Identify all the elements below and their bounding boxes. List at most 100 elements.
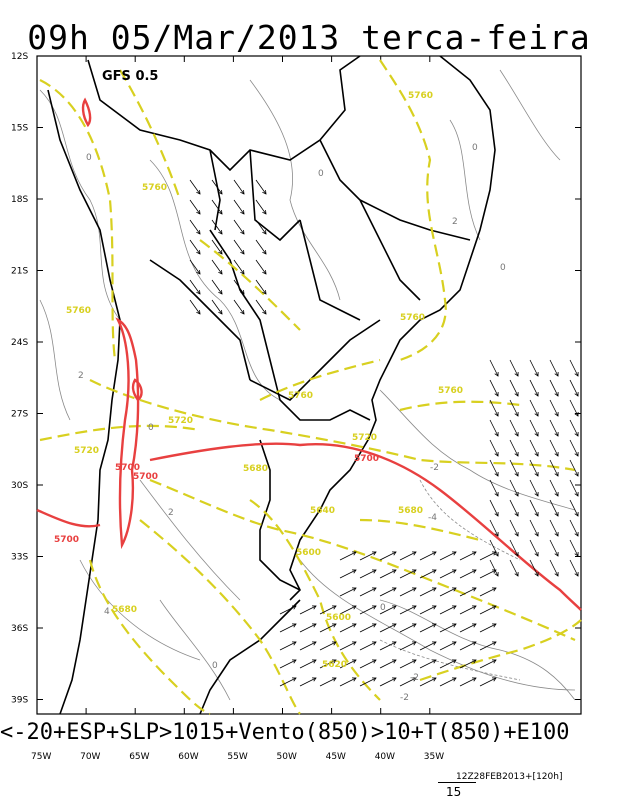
lon-tick-label: 50W [277,752,297,762]
wind-arrow [255,279,267,295]
wind-arrow [359,641,377,651]
contour-label: -2 [430,463,439,473]
wind-arrow [529,359,539,377]
wind-arrow [529,419,539,437]
wind-arrow [359,677,377,687]
lon-tick-label: 55W [227,752,247,762]
wind-arrow [529,499,539,517]
wind-arrow [549,479,559,497]
wind-arrow [479,605,497,615]
wind-arrow [359,605,377,615]
wind-arrow [279,641,297,651]
wind-arrow [439,551,457,561]
wind-arrow [549,419,559,437]
wind-arrow [479,659,497,669]
lat-tick-label: 12S [11,52,28,62]
wind-arrow [489,419,499,437]
wind-arrow [529,559,539,577]
wind-arrow [399,605,417,615]
wind-arrow [509,439,519,457]
lat-tick-label: 36S [11,624,28,634]
map-frame [36,55,582,715]
wind-arrow [379,551,397,561]
wind-arrow [399,569,417,579]
contour-label: 5760 [438,386,463,396]
red-contour-labels: 5700 5700 5700 5700 [54,454,379,545]
wind-arrow [419,677,437,687]
gray-contour-labels: 0 0 0 2 0 2 4 0 -2 -2 0 -4 0 -2 2 [78,143,506,703]
wind-arrow [339,587,357,597]
wind-arrow [479,641,497,651]
wind-arrow [479,569,497,579]
wind-arrow [569,479,579,497]
contour-label: -2 [400,693,409,703]
wind-arrow [489,359,499,377]
contour-label: 5720 [74,446,99,456]
wind-arrow [419,569,437,579]
contour-label: 5720 [168,416,193,426]
wind-arrow [569,359,579,377]
lat-tick-label: 18S [11,195,28,205]
contour-label: 5620 [322,660,347,670]
yellow-contours [39,59,582,716]
wind-arrow [459,659,477,669]
wind-arrow [569,559,579,577]
wind-arrow [319,659,337,669]
contour-label: 5700 [115,463,140,473]
wind-arrow [419,551,437,561]
wind-arrow [233,259,245,275]
scale-bar [438,782,476,783]
contour-label: 5700 [354,454,379,464]
wind-arrow [255,199,267,215]
wind-arrow [459,587,477,597]
wind-arrow [399,551,417,561]
lat-tick-label: 39S [11,696,28,706]
wind-arrow [399,641,417,651]
contour-label: 5640 [310,506,335,516]
wind-arrow [509,519,519,537]
wind-arrow [509,499,519,517]
contour-label: -2 [410,673,419,683]
contour-label: -4 [428,513,437,523]
contour-label: 5700 [54,535,79,545]
wind-arrow [299,677,317,687]
wind-arrow [379,623,397,633]
lat-tick-label: 27S [11,410,28,420]
wind-arrow [233,219,245,235]
contour-label: 0 [500,263,506,273]
scale-value: 15 [446,785,462,799]
contour-label: 0 [212,661,218,671]
wind-arrow [379,677,397,687]
wind-arrow [569,419,579,437]
wind-arrow [211,239,223,255]
wind-arrow [569,539,579,557]
lat-tick-label: 30S [11,481,28,491]
wind-arrow [255,239,267,255]
wind-arrow [399,623,417,633]
lat-tick-label: 24S [11,338,28,348]
wind-arrow [233,239,245,255]
wind-arrow [233,299,245,315]
wind-arrow [549,539,559,557]
contour-label: 2 [452,217,458,227]
wind-arrow [509,379,519,397]
political-borders [47,55,496,715]
wind-arrow [459,605,477,615]
wind-arrow [419,659,437,669]
wind-arrow [255,299,267,315]
contour-label: 5760 [142,183,167,193]
wind-arrow [319,605,337,615]
wind-arrow [211,259,223,275]
wind-arrow [439,659,457,669]
wind-arrow [255,259,267,275]
bottom-caption: <-20+ESP+SLP>1015+Vento(850)>10+T(850)+E… [0,720,570,745]
wind-arrow [211,179,223,195]
wind-arrow [459,623,477,633]
wind-arrow [479,587,497,597]
wind-arrow [359,551,377,561]
run-info: 12Z28FEB2013+[120h] [456,772,563,782]
lon-tick-label: 75W [31,752,51,762]
wind-arrow [459,551,477,561]
wind-arrow [489,399,499,417]
